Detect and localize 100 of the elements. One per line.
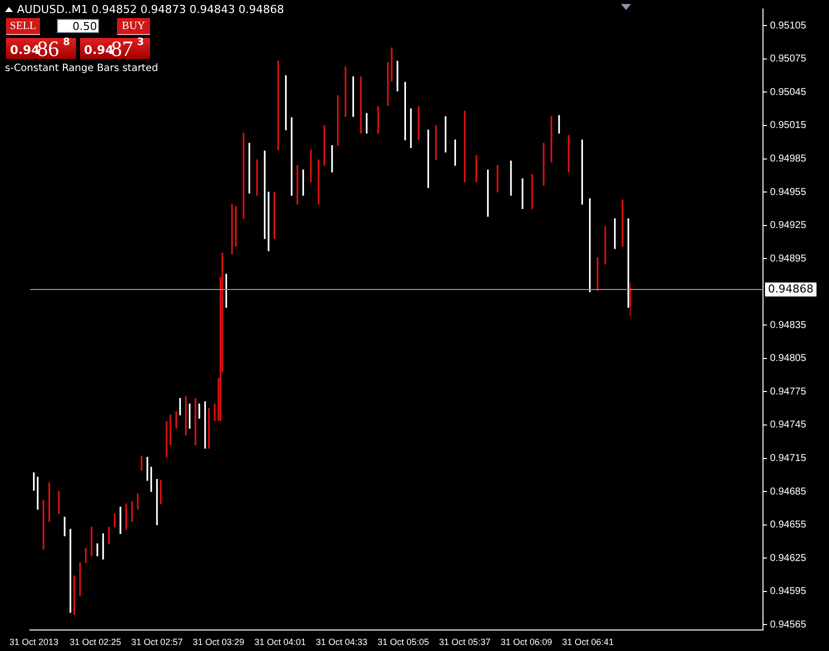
candlestick — [331, 145, 333, 172]
x-tick-label: 31 Oct 02:25 — [70, 637, 122, 648]
candlestick — [150, 466, 152, 492]
candlestick — [277, 60, 280, 150]
y-tick-label: 0.95075 — [770, 54, 807, 65]
y-tick-label: 0.94955 — [770, 186, 807, 198]
candlestick — [188, 404, 191, 429]
candlestick — [166, 421, 168, 458]
candlestick — [102, 533, 104, 560]
candlestick — [614, 218, 616, 249]
candlestick — [194, 398, 196, 446]
x-tick-label: 31 Oct 04:01 — [254, 637, 306, 648]
sell-button: SELL — [6, 18, 40, 35]
candlestick — [396, 60, 398, 92]
lot-field: 0.50 — [57, 19, 99, 33]
candlestick — [622, 199, 624, 247]
candlestick — [140, 456, 142, 471]
chart-title: AUDUSD..M1 0.94852 0.94873 0.94843 0.94868 — [17, 3, 284, 16]
candlestick — [256, 160, 258, 196]
candlestick — [336, 95, 339, 146]
candlestick — [604, 226, 606, 264]
candlestick — [248, 142, 250, 194]
candlestick — [175, 411, 178, 429]
x-tick-label: 31 Oct 06:09 — [500, 637, 552, 648]
candlestick — [377, 106, 380, 134]
candlestick — [531, 174, 533, 209]
candlestick — [360, 76, 362, 134]
candlestick — [96, 543, 98, 556]
candlestick — [235, 206, 237, 247]
candlestick — [628, 218, 630, 308]
candlestick — [285, 75, 287, 130]
candlestick — [410, 108, 412, 148]
candlestick — [242, 132, 244, 219]
y-tick-label: 0.94685 — [770, 486, 807, 498]
annotation: s-Constant Range Bars started — [5, 63, 158, 74]
candlestick — [542, 142, 545, 186]
candlestick — [454, 140, 456, 166]
candlestick — [387, 62, 389, 106]
candlestick — [58, 491, 60, 514]
candlestick — [225, 274, 228, 308]
candlestick — [274, 192, 276, 239]
candlestick — [70, 528, 72, 613]
candlestick — [302, 170, 304, 196]
candlestick — [427, 130, 430, 188]
candlestick — [156, 479, 158, 526]
candlestick — [114, 513, 116, 528]
candlestick — [366, 112, 368, 134]
x-tick-label: 31 Oct 02:57 — [131, 637, 183, 648]
candlestick — [435, 125, 437, 160]
candlestick — [296, 165, 298, 205]
x-tick-label: 31 Oct 05:05 — [377, 637, 430, 648]
x-tick-label: 31 Oct 03:29 — [192, 637, 244, 648]
y-tick-label: 0.94835 — [770, 320, 807, 331]
x-tick-label: 31 Oct 05:37 — [439, 637, 491, 648]
y-tick-label: 0.94655 — [770, 520, 807, 531]
candlestick — [79, 562, 81, 596]
candlestick — [487, 170, 489, 217]
candlestick — [73, 576, 76, 615]
candlestick — [198, 404, 200, 419]
y-tick-label: 0.94985 — [770, 154, 807, 165]
candlestick — [208, 408, 210, 449]
y-tick-label: 0.94895 — [770, 253, 807, 264]
candlestick — [522, 178, 524, 209]
y-tick-label: 0.94925 — [770, 220, 807, 232]
y-tick-label: 0.94745 — [770, 420, 807, 431]
y-tick-label: 0.94805 — [770, 353, 807, 364]
y-tick-label: 0.95105 — [770, 20, 807, 32]
candlestick — [108, 526, 110, 544]
x-tick-label: 31 Oct 2013 — [9, 637, 58, 648]
candlestick — [464, 110, 466, 182]
candlestick — [550, 116, 552, 162]
candlestick — [48, 482, 50, 522]
candlestick — [310, 150, 312, 182]
candlestick — [596, 257, 598, 292]
x-tick-label: 31 Oct 04:33 — [316, 637, 368, 648]
candlestick — [344, 66, 346, 117]
candlestick — [589, 198, 591, 292]
candlestick — [185, 396, 187, 436]
candlestick — [290, 117, 292, 196]
x-tick-label: 31 Oct 06:41 — [562, 637, 614, 648]
y-tick-label: 0.94625 — [770, 552, 807, 564]
candlestick — [510, 160, 512, 196]
y-tick-label: 0.94565 — [770, 619, 807, 630]
candlestick — [64, 516, 66, 536]
candlestick — [160, 480, 162, 504]
y-tick-label: 0.94775 — [770, 386, 807, 398]
candlestick — [214, 404, 216, 421]
candlestick — [476, 155, 478, 182]
candlestick — [136, 493, 139, 510]
candlestick — [404, 82, 406, 140]
y-tick-label: 0.94715 — [770, 453, 807, 464]
candlestick — [318, 160, 320, 205]
candlestick — [418, 106, 420, 140]
candlestick — [324, 125, 326, 166]
candlestick — [179, 398, 181, 416]
candlestick — [558, 115, 560, 134]
candlestick — [33, 472, 35, 491]
candlestick — [42, 500, 44, 550]
candlestick — [125, 503, 128, 530]
candlestick — [581, 140, 583, 205]
